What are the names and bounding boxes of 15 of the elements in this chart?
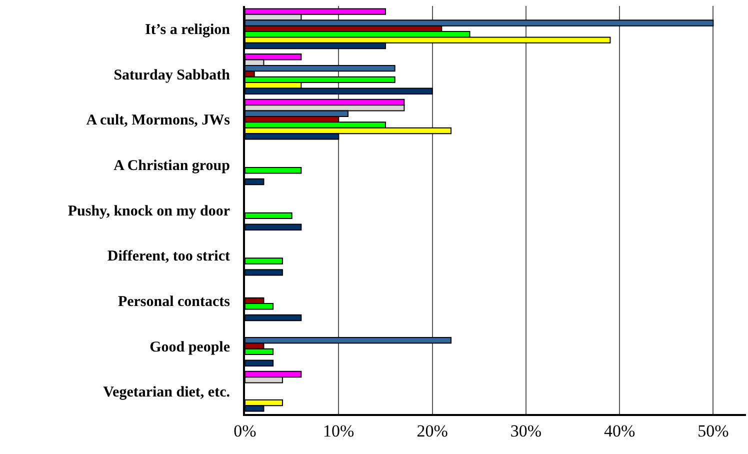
x-tick-label: 40%	[604, 421, 636, 440]
x-tick-label: 50%	[698, 421, 729, 440]
x-tick-label: 30%	[510, 421, 542, 440]
y-tick-label: Personal contacts	[118, 294, 230, 310]
y-tick-label: Vegetarian diet, etc.	[103, 384, 230, 401]
x-tick-label: 10%	[323, 421, 354, 440]
y-tick-label: A cult, Mormons, JWs	[86, 112, 230, 129]
x-tick-label: 20%	[416, 421, 448, 440]
x-tick-label: 0%	[234, 421, 256, 440]
y-tick-label: Good people	[150, 339, 230, 356]
y-tick-label: Different, too strict	[107, 248, 230, 265]
y-tick-label: Saturday Sabbath	[114, 67, 231, 84]
y-tick-label: A Christian group	[114, 158, 230, 174]
y-tick-label: It’s a religion	[145, 22, 231, 38]
y-tick-label: Pushy, knock on my door	[68, 203, 230, 220]
